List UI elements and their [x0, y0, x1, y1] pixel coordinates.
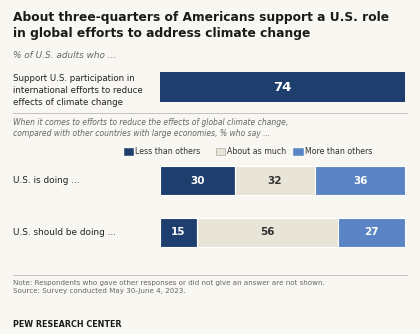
- Text: Note: Respondents who gave other responses or did not give an answer are not sho: Note: Respondents who gave other respons…: [13, 280, 324, 294]
- Text: U.S. should be doing ...: U.S. should be doing ...: [13, 228, 116, 237]
- Text: 30: 30: [190, 176, 205, 186]
- Text: 74: 74: [273, 81, 291, 94]
- Bar: [216, 148, 225, 155]
- Text: PEW RESEARCH CENTER: PEW RESEARCH CENTER: [13, 320, 121, 329]
- Bar: [315, 166, 405, 195]
- Bar: [160, 166, 235, 195]
- Bar: [294, 148, 303, 155]
- Bar: [338, 218, 405, 247]
- Text: 56: 56: [260, 227, 275, 237]
- Text: About three-quarters of Americans support a U.S. role
in global efforts to addre: About three-quarters of Americans suppor…: [13, 11, 389, 40]
- Text: Support U.S. participation in
international efforts to reduce
effects of climate: Support U.S. participation in internatio…: [13, 74, 142, 107]
- Bar: [197, 218, 338, 247]
- Bar: [124, 148, 133, 155]
- Text: 27: 27: [364, 227, 379, 237]
- Text: % of U.S. adults who ...: % of U.S. adults who ...: [13, 51, 116, 60]
- Bar: [160, 218, 197, 247]
- Bar: [235, 166, 315, 195]
- Text: When it comes to efforts to reduce the effects of global climate change,
compare: When it comes to efforts to reduce the e…: [13, 118, 288, 138]
- Text: 32: 32: [268, 176, 282, 186]
- Text: 36: 36: [353, 176, 368, 186]
- Text: 15: 15: [171, 227, 186, 237]
- Bar: [160, 72, 405, 102]
- Text: About as much: About as much: [227, 147, 286, 156]
- Text: Less than others: Less than others: [135, 147, 200, 156]
- Text: More than others: More than others: [305, 147, 372, 156]
- Text: U.S. is doing ...: U.S. is doing ...: [13, 176, 79, 185]
